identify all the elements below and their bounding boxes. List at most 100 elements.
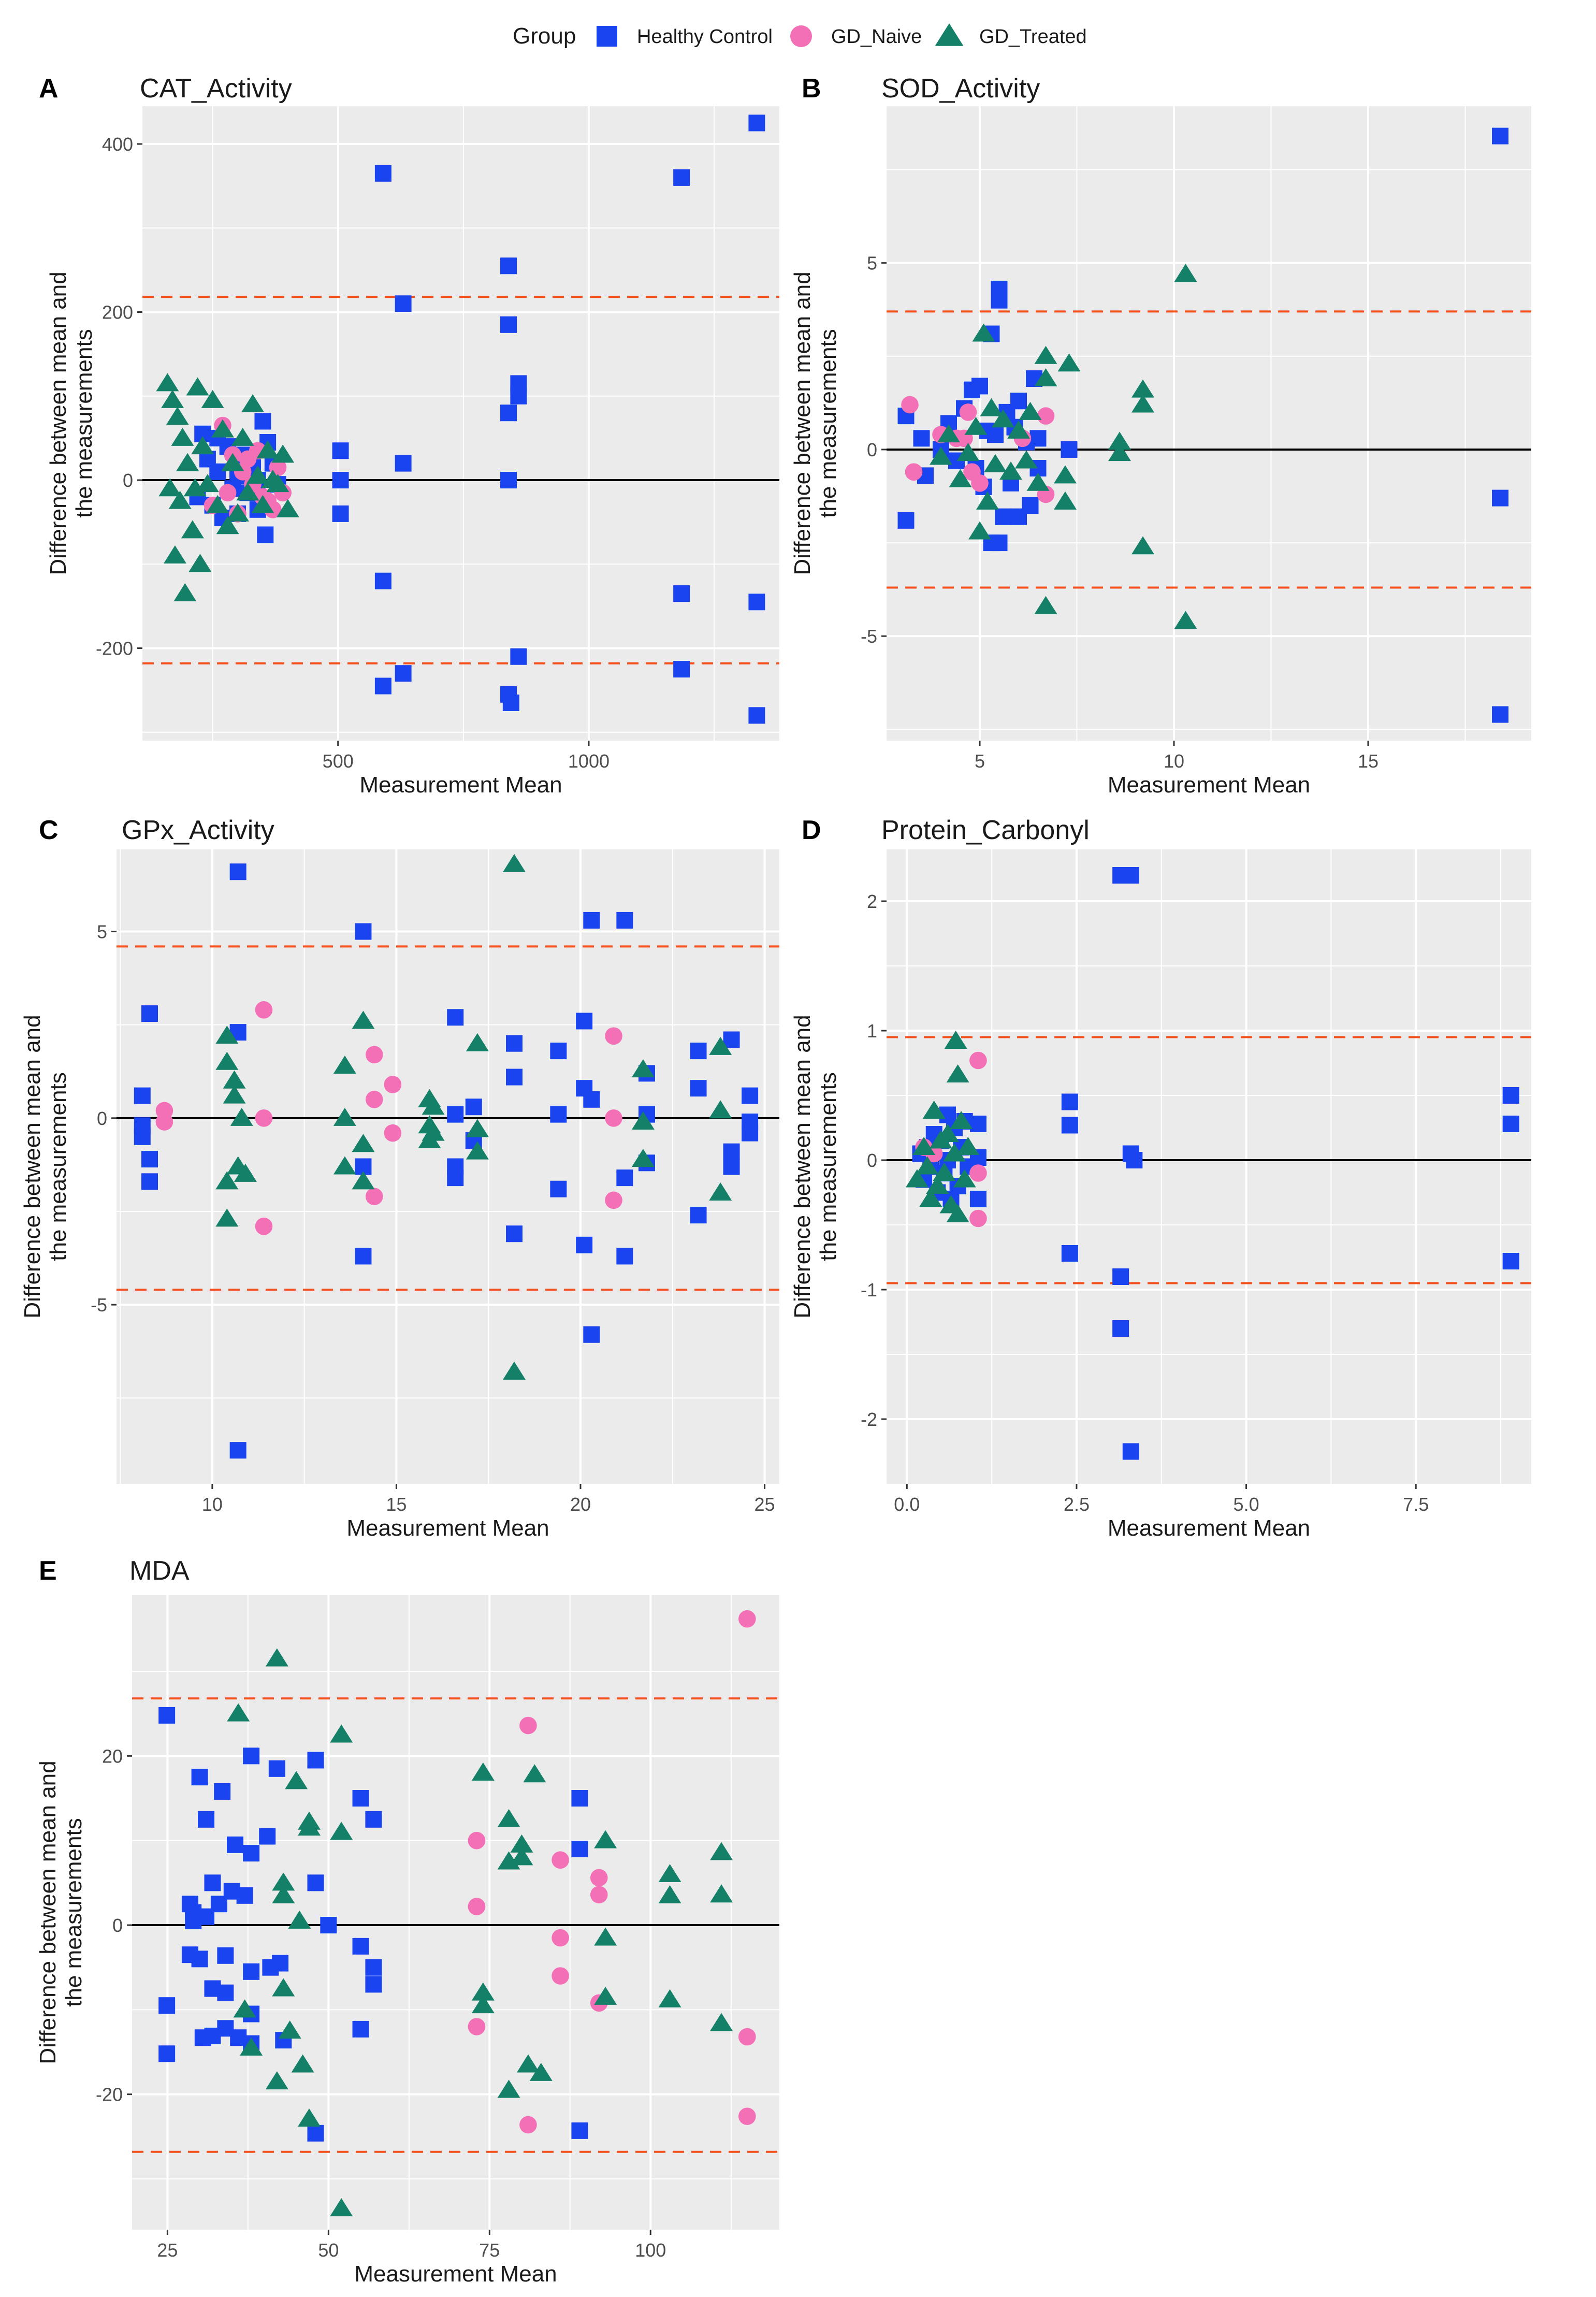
data-point [991,292,1008,309]
data-point [748,707,765,724]
data-point [502,694,519,711]
data-point [709,1100,732,1119]
data-point [233,1999,256,2018]
data-point [141,1173,158,1190]
plot-background [142,106,779,741]
data-point [1061,441,1078,458]
data-point [1026,472,1050,491]
data-point [395,455,412,472]
data-point [255,1109,273,1127]
x-tick-label: 0.0 [894,1494,920,1515]
data-point [468,2018,486,2035]
panel-A: A CAT_Activity 500 1000 -200 0 200 400 Measureme… [39,74,779,798]
data-point [690,1207,707,1224]
data-point [1007,420,1030,439]
data-point [519,2116,537,2134]
x-tick-label: 5 [975,750,985,772]
x-tick-label: 20 [570,1494,591,1515]
data-point [905,1169,928,1188]
y-tick-label: -5 [91,1294,107,1316]
data-point [215,1051,239,1070]
x-axis-title: Measurement Mean [1108,772,1310,798]
data-point [468,1898,486,1915]
data-point [278,2020,301,2039]
x-tick-label: 2.5 [1064,1494,1090,1515]
data-point [576,1236,593,1253]
data-point [590,1869,608,1887]
y-tick-label: 5 [867,253,877,274]
data-point [1010,393,1027,410]
data-point [1108,431,1131,450]
data-point [738,2107,756,2125]
data-point [365,1976,382,1993]
data-point [333,1156,356,1175]
data-point [332,442,349,459]
legend-title: Group [513,23,576,49]
data-point [255,1217,273,1235]
data-point [161,389,184,408]
data-point [971,474,989,492]
panel-C: C GPx_Activity 10 15 20 25 -5 0 5 Measurement Mea… [20,815,779,1541]
data-point [594,1927,617,1946]
data-point [949,469,972,487]
data-point [991,534,1008,552]
y-tick-label: -20 [96,2084,123,2105]
data-point [214,1783,231,1800]
data-point [163,545,186,564]
data-point [422,1096,445,1115]
data-point [1037,407,1055,425]
data-point [658,1885,681,1903]
data-point [355,923,372,940]
y-tick-label: 0 [112,1915,123,1936]
data-point [229,1442,246,1459]
data-point [251,495,274,513]
data-point [1054,465,1077,484]
data-point [748,114,765,132]
data-point [176,453,199,471]
data-point [723,1143,740,1160]
data-point [897,512,915,529]
data-point [333,1107,356,1126]
data-point [583,1091,600,1108]
data-point [690,1043,707,1060]
data-point [216,516,239,534]
data-point [134,1087,151,1104]
data-point [191,436,214,455]
data-point [710,1842,733,1860]
data-point [901,396,919,414]
data-point [217,1947,234,1964]
data-point [956,1137,980,1155]
data-point [243,1747,260,1765]
data-point [1174,611,1197,629]
data-point [285,1771,308,1789]
y-tick-label: -1 [861,1279,877,1301]
data-point [209,463,226,480]
data-point [395,665,412,682]
data-point [552,1967,569,1985]
data-point [1034,345,1057,364]
data-point [206,495,229,513]
data-point [466,1119,489,1137]
data-point [384,1124,402,1142]
y-tick-label: 0 [123,470,133,491]
x-tick-label: 5.0 [1234,1494,1259,1515]
plot-background [132,1595,779,2230]
data-point [631,1111,655,1130]
data-point [987,426,1004,443]
data-point [365,1959,382,1976]
data-point [497,1809,520,1827]
data-point [188,554,212,572]
y-axis-title: Difference between mean andthe measureme… [20,1015,71,1318]
data-point [1061,1093,1078,1110]
data-point [1108,443,1131,461]
data-point [583,912,600,929]
data-point [905,463,923,481]
data-point [605,1109,622,1127]
data-point [946,1204,969,1222]
data-point [506,1225,523,1243]
data-point [201,389,224,408]
data-point [265,1648,288,1667]
data-point [307,1752,324,1769]
data-point [506,1068,523,1086]
